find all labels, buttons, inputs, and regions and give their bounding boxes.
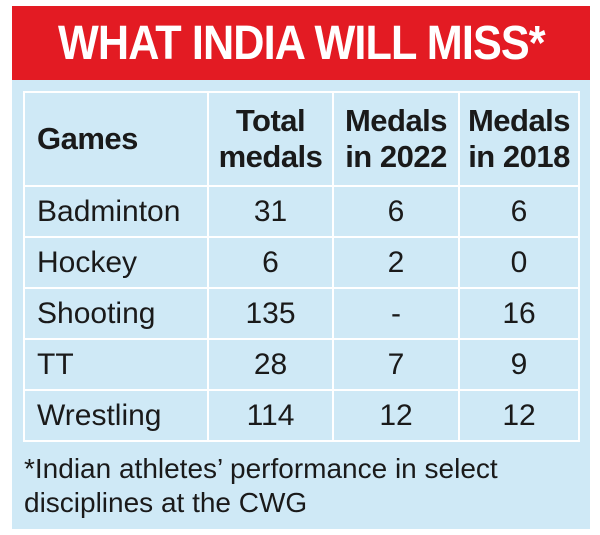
table-row: Wrestling 114 12 12 <box>23 389 580 442</box>
cell-medals-2018: 12 <box>458 389 580 442</box>
header-medals-2022: Medals in 2022 <box>332 91 460 187</box>
cell-total-medals: 6 <box>207 236 334 289</box>
cell-medals-2018: 16 <box>458 287 580 340</box>
cell-game: Wrestling <box>23 389 209 442</box>
cell-medals-2018: 9 <box>458 338 580 391</box>
footnote: *Indian athletes’ performance in select … <box>24 453 498 518</box>
cell-medals-2018: 0 <box>458 236 580 289</box>
cell-game: Shooting <box>23 287 209 340</box>
header-games-label: Games <box>37 121 138 156</box>
cell-medals-2022: - <box>332 287 460 340</box>
cell-medals-2022: 2 <box>332 236 460 289</box>
header-line: in 2022 <box>345 139 447 174</box>
header-medals-2018: Medals in 2018 <box>458 91 580 187</box>
cell-medals-2022: 7 <box>332 338 460 391</box>
header-line: Total <box>235 103 306 138</box>
header-line: in 2018 <box>468 139 570 174</box>
header-games: Games <box>23 91 209 187</box>
cell-game: Badminton <box>23 185 209 238</box>
cell-total-medals: 31 <box>207 185 334 238</box>
table-panel: Games Total medals Medals in 2022 Medals… <box>12 80 590 529</box>
header-line: Medals <box>344 103 448 138</box>
cell-game: TT <box>23 338 209 391</box>
cell-medals-2022: 6 <box>332 185 460 238</box>
medal-table: Games Total medals Medals in 2022 Medals… <box>23 91 580 442</box>
title-banner: WHAT INDIA WILL MISS* <box>12 6 590 80</box>
header-total-medals: Total medals <box>207 91 334 187</box>
header-row: Games Total medals Medals in 2022 Medals… <box>23 91 580 187</box>
cell-total-medals: 135 <box>207 287 334 340</box>
header-line: medals <box>218 139 323 174</box>
cell-game: Hockey <box>23 236 209 289</box>
table-row: Badminton 31 6 6 <box>23 185 580 238</box>
table-row: Hockey 6 2 0 <box>23 236 580 289</box>
cell-total-medals: 114 <box>207 389 334 442</box>
table-row: Shooting 135 - 16 <box>23 287 580 340</box>
cell-medals-2018: 6 <box>458 185 580 238</box>
header-line: Medals <box>467 103 571 138</box>
cell-total-medals: 28 <box>207 338 334 391</box>
cell-medals-2022: 12 <box>332 389 460 442</box>
chart-title: WHAT INDIA WILL MISS* <box>57 16 546 70</box>
table-row: TT 28 7 9 <box>23 338 580 391</box>
